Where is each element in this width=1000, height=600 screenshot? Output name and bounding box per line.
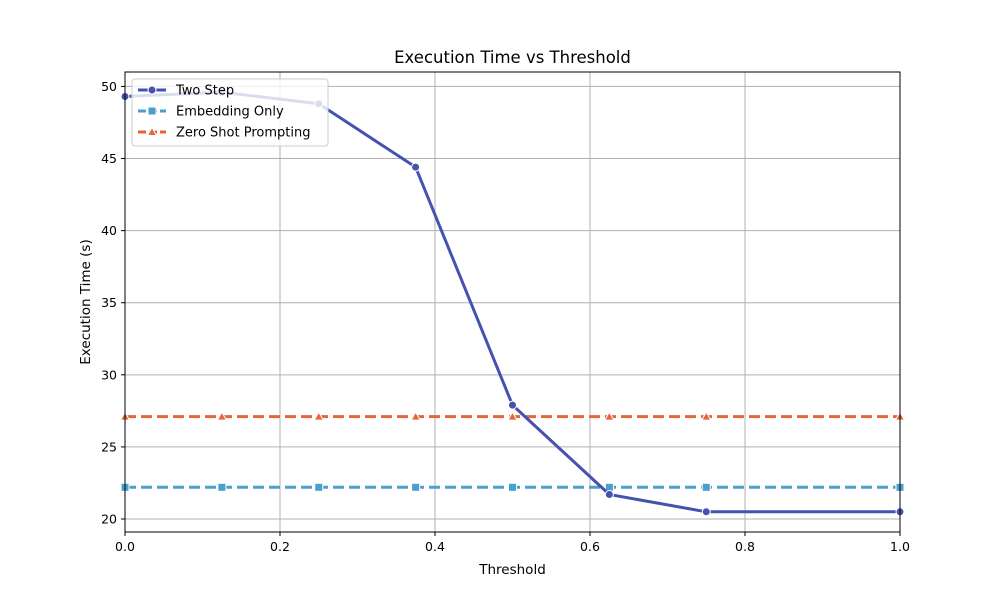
data-point: [508, 482, 517, 492]
x-tick-label: 0.0: [115, 539, 135, 554]
data-point: [700, 411, 712, 421]
data-point: [701, 507, 711, 517]
y-tick-label: 50: [101, 79, 117, 94]
legend: Two Step Embedding Only Zero Shot Promptin…: [131, 78, 329, 147]
legend-label: Two Step: [175, 84, 234, 99]
legend-label: Zero Shot Prompting: [176, 126, 310, 141]
y-tick-label: 30: [101, 367, 117, 382]
x-tick-label: 0.4: [425, 539, 445, 554]
legend-marker: [147, 85, 157, 95]
data-point: [314, 482, 324, 492]
y-tick-label: 35: [101, 295, 117, 310]
data-point: [410, 411, 421, 421]
data-point: [507, 411, 518, 421]
axis-ticks: 0.0 0.2 0.4 0.6 0.8 1.0 20 25 30 35 40 45 50: [101, 79, 910, 554]
y-tick-label: 20: [101, 512, 117, 527]
legend-entry: Embedding Only: [138, 105, 284, 120]
legend-box: [131, 78, 329, 147]
data-point: [508, 400, 517, 410]
y-axis-label: Execution Time (s): [78, 239, 94, 364]
data-point: [604, 490, 614, 500]
y-tick-label: 45: [101, 151, 117, 166]
data-point: [217, 482, 227, 492]
data-point: [313, 411, 325, 421]
data-point: [701, 482, 711, 492]
y-tick-label: 25: [101, 439, 117, 454]
x-tick-label: 1.0: [890, 539, 910, 554]
grid: [124, 72, 901, 532]
x-tick-label: 0.6: [580, 539, 600, 554]
data-point: [604, 411, 615, 421]
data-point: [216, 411, 228, 421]
x-axis-label: Threshold: [478, 562, 546, 578]
legend-entry: Zero Shot Prompting: [138, 126, 310, 141]
plot-frame: [124, 71, 901, 533]
y-tick-label: 40: [101, 223, 117, 238]
legend-marker: [146, 126, 158, 136]
x-tick-label: 0.2: [270, 539, 290, 554]
legend-entry: Two Step: [138, 84, 234, 99]
data-point: [411, 482, 421, 492]
x-tick-label: 0.8: [735, 539, 755, 554]
legend-marker: [147, 106, 157, 116]
data-point: [411, 162, 421, 172]
chart-title: Execution Time vs Threshold: [394, 48, 631, 67]
legend-label: Embedding Only: [176, 105, 284, 120]
